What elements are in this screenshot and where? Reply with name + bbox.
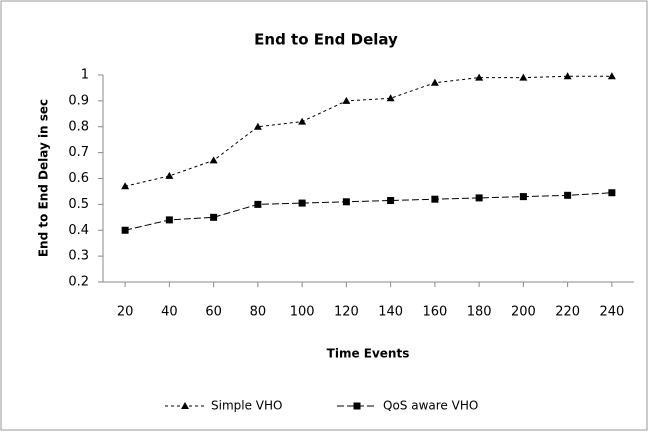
y-tick-label: 0.6 (68, 171, 89, 186)
legend-label: Simple VHO (211, 399, 282, 413)
x-tick-label: 200 (511, 305, 536, 320)
x-tick-label: 60 (205, 305, 222, 320)
marker (298, 199, 306, 207)
marker (563, 72, 572, 80)
x-tick-label: 80 (250, 305, 267, 320)
y-tick-label: 0.7 (68, 145, 89, 160)
x-tick-label: 140 (378, 305, 403, 320)
legend-marker (353, 402, 361, 410)
x-tick-label: 40 (161, 305, 178, 320)
marker (342, 96, 351, 104)
marker (564, 191, 572, 199)
marker (519, 193, 527, 201)
x-tick-label: 180 (467, 305, 492, 320)
x-tick-label: 120 (334, 305, 359, 320)
marker (430, 78, 439, 86)
legend-label: QoS aware VHO (383, 399, 478, 413)
x-tick-label: 240 (599, 305, 624, 320)
marker (209, 156, 218, 164)
y-tick-label: 1 (81, 68, 89, 83)
marker (254, 200, 262, 208)
legend-marker (181, 402, 189, 409)
marker (387, 196, 395, 204)
y-tick-label: 0.4 (68, 223, 89, 238)
series-line (125, 75, 612, 187)
marker (121, 182, 130, 190)
y-tick-label: 0.3 (68, 249, 89, 264)
x-axis-label: Time Events (327, 347, 410, 361)
marker (165, 171, 174, 179)
marker (121, 226, 129, 234)
marker (253, 122, 262, 130)
y-tick-label: 0.5 (68, 197, 89, 212)
y-tick-label: 0.2 (68, 275, 89, 290)
y-tick-label: 0.8 (68, 119, 89, 134)
marker (298, 117, 307, 125)
x-tick-label: 100 (290, 305, 315, 320)
marker (607, 72, 616, 80)
chart-title: End to End Delay (254, 31, 398, 49)
series-line (125, 192, 612, 231)
x-tick-label: 220 (555, 305, 580, 320)
marker (342, 198, 350, 206)
marker (210, 213, 218, 221)
marker (475, 73, 484, 81)
y-tick-label: 0.9 (68, 93, 89, 108)
marker (431, 195, 439, 203)
marker (608, 189, 616, 197)
marker (475, 194, 483, 202)
marker (386, 94, 395, 102)
marker (165, 216, 173, 224)
y-axis-label: End to End Delay in sec (37, 99, 51, 257)
x-tick-label: 160 (422, 305, 447, 320)
marker (519, 73, 528, 81)
x-tick-label: 20 (117, 305, 134, 320)
